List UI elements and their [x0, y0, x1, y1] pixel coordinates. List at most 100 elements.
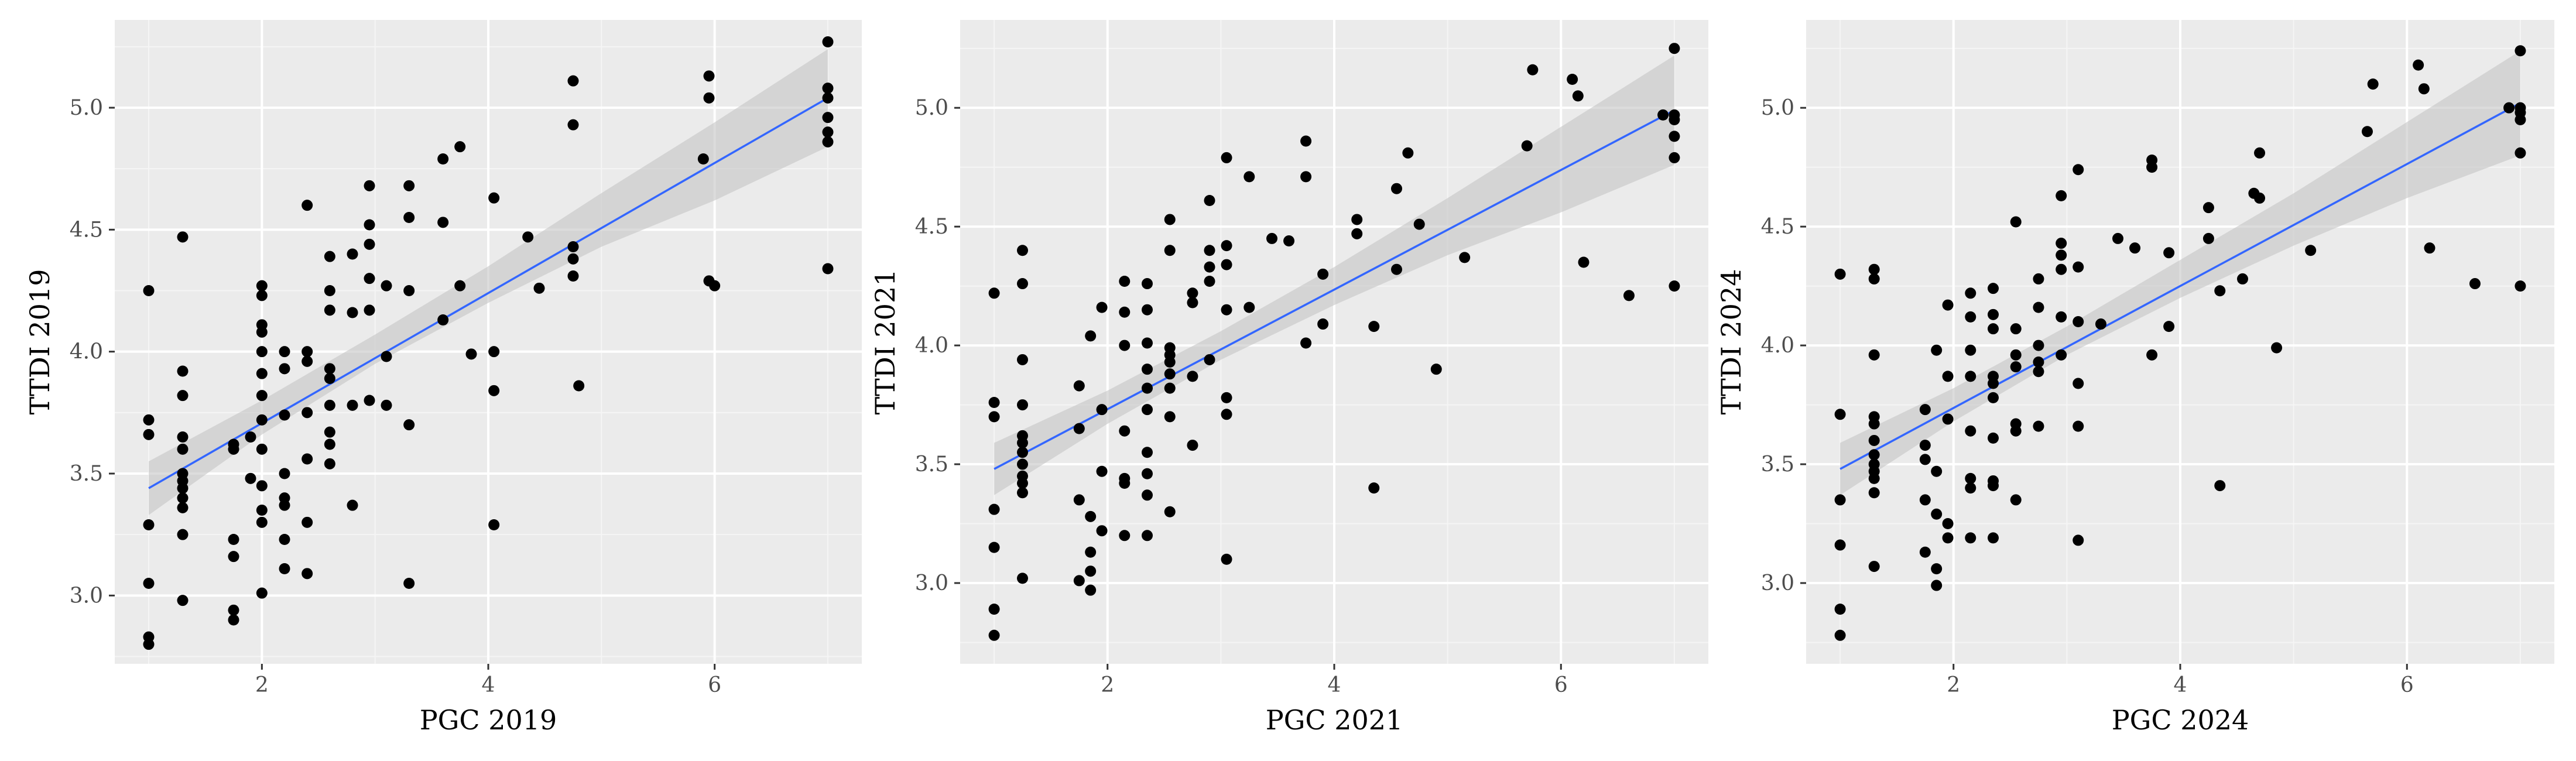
data-point	[709, 280, 721, 292]
data-point	[1834, 629, 1846, 641]
data-point	[2010, 216, 2022, 228]
data-point	[567, 241, 579, 252]
data-point	[822, 136, 834, 148]
data-point	[1368, 482, 1380, 494]
data-point	[1096, 525, 1108, 537]
data-point	[1221, 240, 1232, 252]
y-tick-label: 4.0	[70, 340, 103, 364]
data-point	[1834, 409, 1846, 420]
data-point	[1244, 171, 1255, 183]
data-point	[1142, 278, 1153, 290]
y-tick-label: 5.0	[70, 96, 103, 120]
data-point	[1085, 565, 1097, 577]
data-point	[573, 380, 585, 392]
data-point	[1204, 194, 1215, 206]
data-point	[2010, 425, 2022, 437]
data-point	[1834, 494, 1846, 506]
data-point	[1221, 259, 1232, 270]
data-point	[1017, 437, 1028, 449]
data-point	[2254, 192, 2266, 204]
data-point	[2305, 245, 2317, 256]
data-point	[1142, 489, 1153, 501]
data-point	[177, 492, 189, 504]
data-point	[1931, 508, 1943, 520]
data-point	[1085, 546, 1097, 558]
data-point	[1834, 268, 1846, 280]
data-point	[256, 587, 268, 599]
data-point	[279, 534, 290, 545]
data-point	[1942, 413, 1954, 425]
data-point	[822, 126, 834, 138]
data-point	[2073, 534, 2084, 546]
data-point	[2424, 242, 2435, 254]
data-point	[302, 453, 313, 465]
data-point	[1965, 311, 1976, 323]
data-point	[1988, 283, 1999, 294]
data-point	[2202, 232, 2214, 244]
data-point	[1221, 304, 1232, 316]
x-axis-title: PGC 2024	[2112, 704, 2249, 736]
y-tick-label: 3.0	[70, 584, 103, 608]
data-point	[177, 529, 189, 540]
data-point	[1017, 478, 1028, 489]
data-point	[1096, 301, 1108, 313]
scatter-panel-2019: 2 4 6 3.0 3.5 4.0 4.5 5.0 PGC 2019 TTDI 2019	[24, 20, 862, 736]
data-point	[1142, 382, 1153, 394]
data-point	[1204, 354, 1215, 365]
data-point	[822, 83, 834, 94]
data-point	[245, 431, 256, 443]
data-point	[1413, 218, 1425, 230]
data-point	[2146, 349, 2158, 361]
data-point	[1919, 494, 1931, 506]
data-point	[1164, 214, 1176, 225]
data-point	[1669, 43, 1680, 54]
data-point	[1527, 64, 1539, 76]
data-point	[1942, 532, 1954, 544]
data-point	[324, 399, 335, 411]
data-point	[1142, 364, 1153, 375]
data-point	[2271, 342, 2283, 354]
y-tick-label: 4.5	[915, 215, 948, 239]
data-point	[177, 482, 189, 494]
confidence-band	[1840, 50, 2520, 495]
data-point	[1142, 530, 1153, 541]
data-point	[1931, 344, 1943, 356]
data-point	[302, 346, 313, 358]
data-point	[403, 212, 415, 223]
data-point	[1085, 330, 1097, 342]
data-point	[279, 499, 290, 511]
data-point	[2515, 147, 2526, 159]
data-point	[302, 516, 313, 528]
data-point	[177, 231, 189, 243]
data-point	[822, 36, 834, 47]
y-tick-label: 3.5	[1761, 453, 1794, 477]
data-point	[2010, 349, 2022, 361]
data-point	[567, 270, 579, 282]
data-point	[403, 419, 415, 431]
data-point	[533, 282, 545, 294]
data-point	[256, 326, 268, 338]
y-tick-label: 3.0	[1761, 571, 1794, 595]
data-point	[454, 141, 466, 153]
data-point	[1073, 575, 1085, 587]
data-point	[1073, 423, 1085, 434]
data-point	[2033, 340, 2044, 351]
data-point	[1567, 73, 1578, 85]
data-point	[143, 578, 155, 589]
data-point	[1142, 404, 1153, 416]
data-point	[1204, 245, 1215, 256]
x-tick-label: 6	[1554, 673, 1568, 697]
fit-line	[1839, 102, 2521, 470]
data-point	[347, 248, 358, 260]
data-point	[1300, 135, 1312, 147]
data-point	[1204, 261, 1215, 273]
data-point	[1868, 273, 1880, 284]
y-tick-label: 3.5	[70, 462, 103, 486]
data-point	[364, 304, 375, 316]
data-point	[256, 414, 268, 426]
data-point	[2033, 366, 2044, 378]
data-point	[1521, 140, 1533, 152]
data-point	[1096, 465, 1108, 477]
data-point	[364, 180, 375, 191]
data-point	[228, 534, 239, 545]
